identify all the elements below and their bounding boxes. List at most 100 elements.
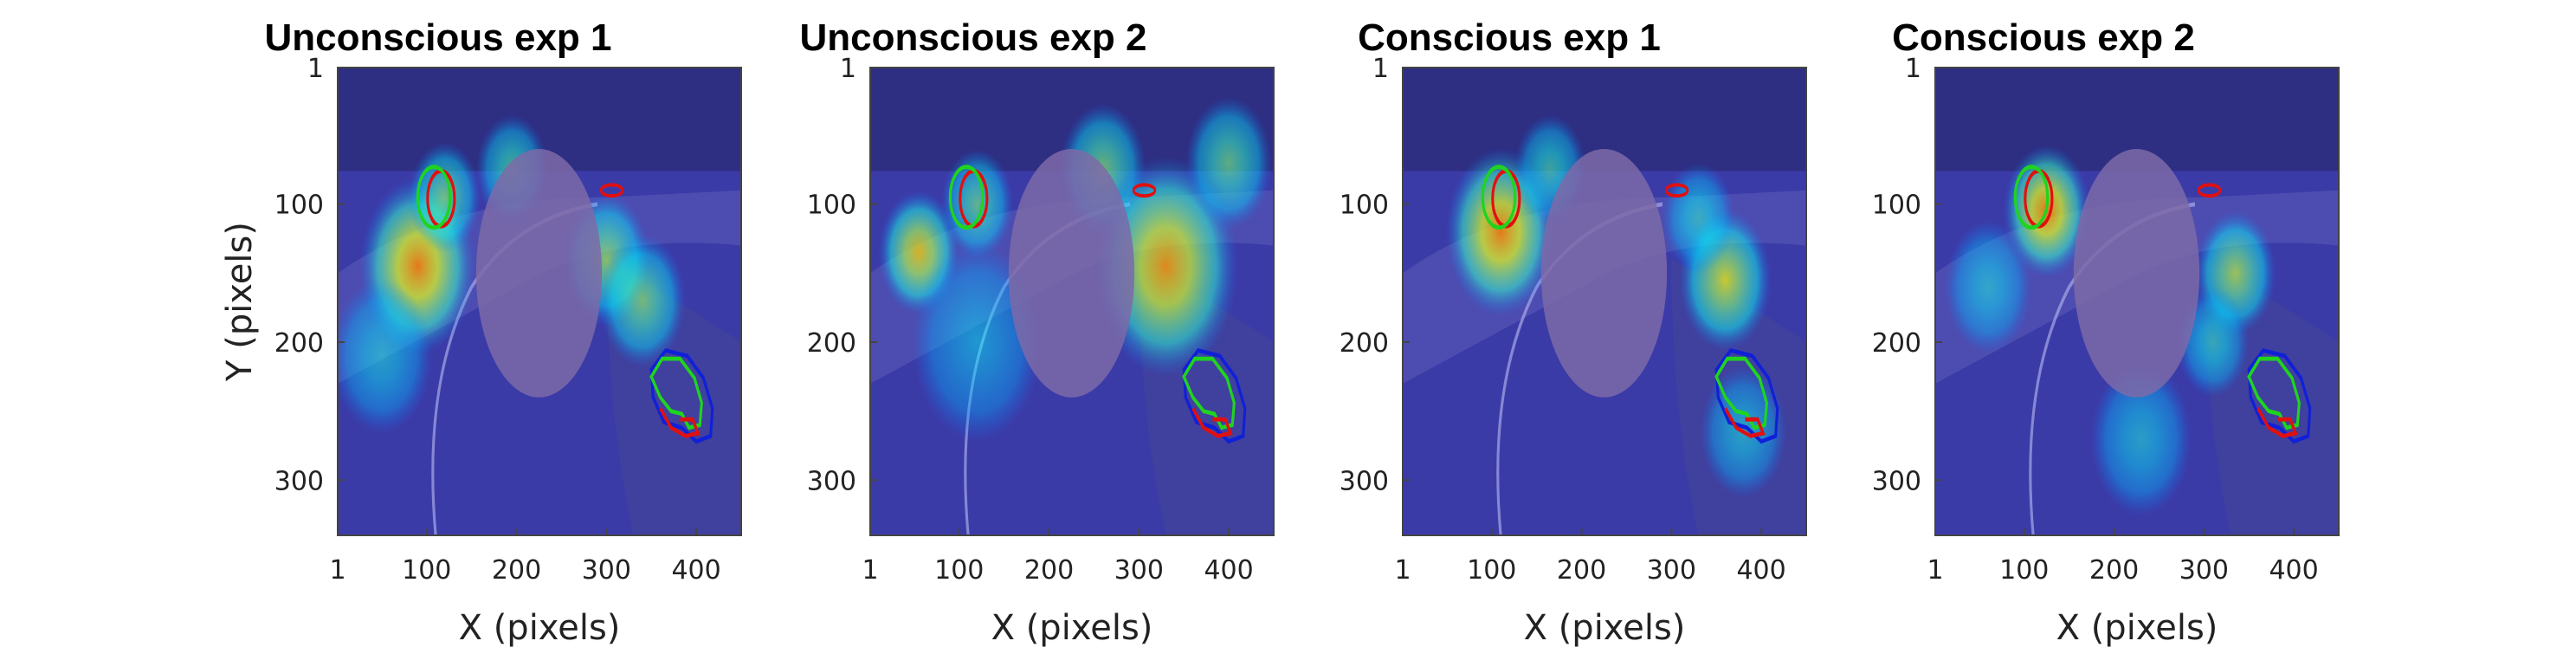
occluder-ellipse bbox=[1540, 148, 1668, 398]
x-axis-label: X (pixels) bbox=[991, 608, 1153, 648]
y-axis-label: Y (pixels) bbox=[220, 222, 260, 382]
heatmap-plot-area bbox=[1403, 68, 1806, 535]
x-tick-label: 100 bbox=[1467, 555, 1516, 586]
y-tick-label: 100 bbox=[807, 191, 856, 221]
axes-frame bbox=[337, 67, 742, 536]
target-outline-green bbox=[2013, 165, 2050, 230]
heat-hotspot bbox=[2090, 361, 2192, 516]
panel-1: Unconscious exp 1 1 100 200 300 400 1 100 200 3… bbox=[220, 16, 742, 648]
heat-hotspot bbox=[1662, 162, 1734, 274]
heat-hotspot bbox=[408, 142, 481, 253]
x-tick-label: 100 bbox=[934, 555, 984, 586]
x-ticks: 1 100 200 300 400 bbox=[329, 528, 721, 586]
x-tick-label: 200 bbox=[1024, 555, 1074, 586]
heatmap-plot-area bbox=[870, 68, 1274, 535]
x-ticks: 1 100 200 300 400 bbox=[1394, 528, 1786, 586]
y-tick-label: 100 bbox=[274, 191, 324, 221]
y-tick-label: 200 bbox=[274, 328, 324, 359]
small-target-red bbox=[2197, 183, 2222, 198]
x-tick-label: 1 bbox=[862, 555, 878, 586]
y-tick-label: 300 bbox=[807, 466, 856, 496]
y-tick-label: 100 bbox=[1340, 191, 1389, 221]
x-tick-label: 300 bbox=[1114, 555, 1164, 586]
x-tick-label: 300 bbox=[2179, 555, 2229, 586]
target-outline-green bbox=[1481, 165, 1517, 230]
x-tick-label: 300 bbox=[1647, 555, 1696, 586]
axes-frame bbox=[1402, 67, 1807, 536]
occluder-ellipse bbox=[475, 148, 603, 398]
x-tick-label: 400 bbox=[1736, 555, 1785, 586]
heatmap-hotspots bbox=[1945, 145, 2276, 516]
roi-outline-green bbox=[649, 356, 703, 431]
panel-title: Conscious exp 1 bbox=[1358, 16, 1661, 59]
panel-title: Unconscious exp 2 bbox=[799, 16, 1146, 59]
x-tick-label: 300 bbox=[582, 555, 631, 586]
heatmap-plot-area bbox=[1935, 68, 2339, 535]
x-tick-label: 200 bbox=[2089, 555, 2139, 586]
roi-outline-red bbox=[1191, 406, 1233, 438]
y-ticks: 1 100 200 300 bbox=[1872, 54, 1942, 496]
roi-outline-blue bbox=[1714, 348, 1779, 444]
roi-outline-green bbox=[1714, 356, 1768, 431]
y-tick-label: 300 bbox=[1872, 466, 1921, 496]
x-tick-label: 100 bbox=[402, 555, 451, 586]
panel-2: Unconscious exp 2 1 100 200 300 400 1 100 200 3… bbox=[799, 16, 1275, 648]
y-tick-label: 1 bbox=[1905, 54, 1921, 84]
x-tick-label: 400 bbox=[1204, 555, 1253, 586]
panel-4: Conscious exp 2 1 100 200 300 400 1 100 200 300… bbox=[1872, 16, 2340, 648]
roi-outline-blue bbox=[2247, 348, 2312, 444]
heatmap-hotspots bbox=[1446, 114, 1787, 498]
heat-hotspot bbox=[338, 278, 432, 434]
y-tick-label: 1 bbox=[840, 54, 856, 84]
x-tick-label: 100 bbox=[1999, 555, 2049, 586]
y-ticks: 1 100 200 300 bbox=[807, 54, 877, 496]
x-tick-label: 1 bbox=[329, 555, 345, 586]
occluder-ellipse bbox=[1008, 148, 1135, 398]
heatmap-plot-area bbox=[338, 68, 741, 535]
roi-outline-blue bbox=[649, 348, 714, 444]
y-ticks: 1 100 200 300 bbox=[274, 54, 345, 496]
roi-outline-red bbox=[2256, 406, 2298, 438]
y-tick-label: 300 bbox=[274, 466, 324, 496]
small-target-red bbox=[1664, 183, 1689, 198]
y-tick-label: 100 bbox=[1872, 191, 1921, 221]
x-axis-label: X (pixels) bbox=[1524, 608, 1686, 648]
x-tick-label: 1 bbox=[1394, 555, 1411, 586]
x-tick-label: 1 bbox=[1927, 555, 1943, 586]
x-tick-label: 400 bbox=[2269, 555, 2318, 586]
x-tick-label: 200 bbox=[492, 555, 541, 586]
panel-title: Unconscious exp 1 bbox=[264, 16, 611, 59]
roi-outline-red bbox=[659, 406, 700, 438]
small-target-red bbox=[1132, 183, 1157, 198]
heat-hotspot bbox=[1945, 220, 2032, 353]
y-tick-label: 200 bbox=[1872, 328, 1921, 359]
axes-frame bbox=[1934, 67, 2340, 536]
target-outline-green bbox=[416, 165, 452, 230]
occluder-ellipse bbox=[2073, 148, 2200, 398]
y-tick-label: 300 bbox=[1340, 466, 1389, 496]
panel-3: Conscious exp 1 1 100 200 300 400 1 100 200 300… bbox=[1340, 16, 1807, 648]
heat-hotspot bbox=[599, 234, 686, 367]
x-tick-label: 200 bbox=[1557, 555, 1606, 586]
roi-outline-blue bbox=[1182, 348, 1247, 444]
panel-title: Conscious exp 2 bbox=[1892, 16, 2195, 59]
x-ticks: 1 100 200 300 400 bbox=[862, 528, 1254, 586]
small-target-red bbox=[599, 183, 624, 198]
roi-outline-green bbox=[1182, 356, 1236, 431]
target-outline-green bbox=[948, 165, 985, 230]
y-ticks: 1 100 200 300 bbox=[1340, 54, 1410, 496]
heat-hotspot bbox=[1185, 96, 1272, 230]
x-axis-label: X (pixels) bbox=[459, 608, 621, 648]
y-tick-label: 1 bbox=[307, 54, 324, 84]
x-tick-label: 400 bbox=[671, 555, 720, 586]
roi-outline-red bbox=[1724, 406, 1766, 438]
roi-outline-green bbox=[2247, 356, 2301, 431]
x-ticks: 1 100 200 300 400 bbox=[1927, 528, 2319, 586]
y-tick-label: 200 bbox=[807, 328, 856, 359]
y-tick-label: 1 bbox=[1372, 54, 1389, 84]
y-tick-label: 200 bbox=[1340, 328, 1389, 359]
x-axis-label: X (pixels) bbox=[2056, 608, 2218, 648]
heat-hotspot bbox=[940, 148, 1014, 260]
axes-frame bbox=[869, 67, 1275, 536]
